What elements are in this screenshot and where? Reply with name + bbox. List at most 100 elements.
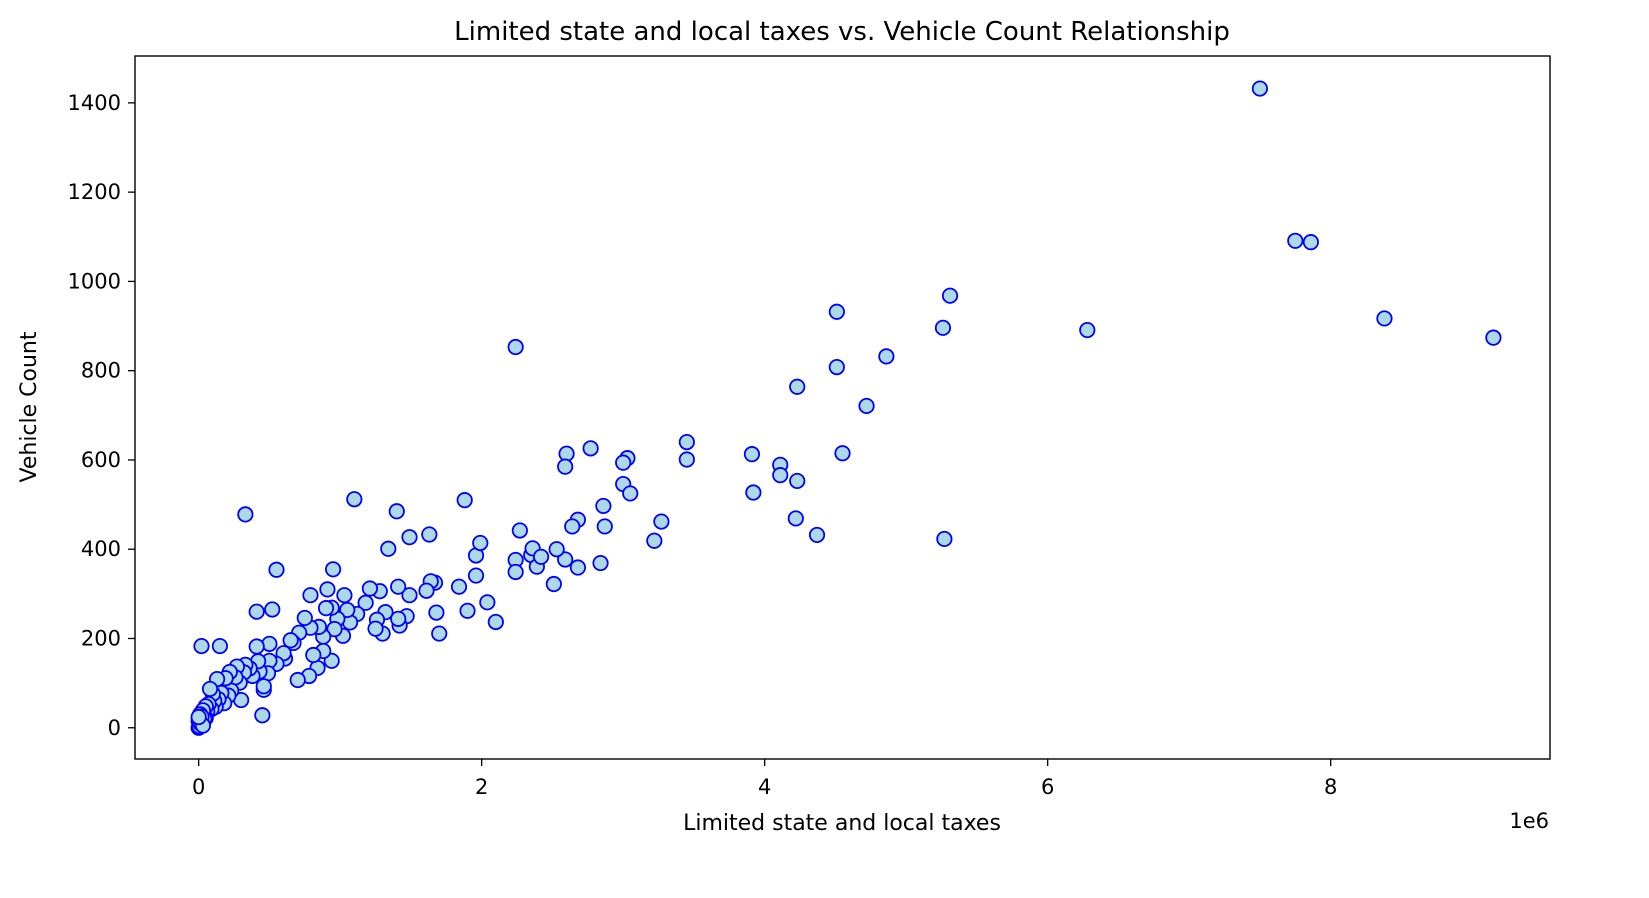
data-point [941,287,959,304]
data-point [282,632,299,649]
data-point [808,526,826,544]
y-tick-label: 800 [81,359,121,383]
data-point [934,319,952,336]
y-tick-label: 600 [81,448,121,472]
x-tick-label: 2 [475,775,488,799]
data-point [418,582,435,599]
y-tick-label: 1400 [68,91,121,115]
data-point [346,491,363,508]
data-point [834,445,851,462]
data-point [456,492,473,509]
data-point [336,587,353,604]
data-point [390,578,407,595]
data-point [317,600,335,617]
data-point [361,580,378,597]
data-point [319,581,336,598]
data-point [678,433,695,451]
data-point [248,638,265,655]
data-point [421,526,438,543]
data-point [548,541,565,558]
y-axis-label: Vehicle Count [17,331,42,482]
data-point [1251,80,1269,97]
data-point [1079,321,1096,339]
data-point [487,613,504,631]
data-point [582,440,599,457]
data-point [557,551,574,568]
data-point [615,454,632,471]
data-point [326,621,343,638]
data-point [268,561,285,578]
data-point [828,359,845,376]
x-tick-label: 4 [758,775,771,799]
data-point [511,522,528,539]
data-point [357,594,374,611]
data-point [388,503,405,520]
data-point [936,530,953,548]
data-point [289,671,306,689]
data-point [264,601,281,618]
data-point [428,604,445,621]
data-point [772,467,789,484]
data-point [401,587,418,604]
data-point [743,446,761,463]
data-point [380,540,397,557]
data-point [324,561,342,578]
data-point [858,397,875,415]
data-point [646,532,663,549]
data-point [459,602,476,619]
x-tick-label: 8 [1324,775,1337,799]
y-tick-label: 1200 [68,180,121,204]
data-point [564,518,581,535]
data-point [193,637,210,655]
data-point [507,338,524,356]
data-point [1485,329,1502,346]
data-point [1376,310,1393,327]
data-point [211,637,228,655]
x-tick-label: 6 [1041,775,1054,799]
x-offset-label: 1e6 [1509,809,1549,833]
plot-frame [134,55,1551,760]
data-point [789,378,806,395]
data-point [789,472,806,490]
data-point [248,603,265,620]
data-point [569,559,586,576]
points-layer [190,80,1502,736]
data-point [533,548,550,565]
data-point [828,303,845,320]
y-tick-label: 1000 [68,269,121,293]
x-axis: 0 2 4 6 8 [192,759,1337,799]
data-point [296,609,313,627]
data-point [595,497,612,515]
data-point [390,610,407,627]
chart-title: Limited state and local taxes vs. Vehicl… [454,17,1230,47]
data-point [190,708,207,726]
data-point [1302,234,1319,251]
data-point [592,554,609,572]
data-point [450,578,468,595]
y-tick-label: 400 [81,537,121,561]
data-point [507,563,524,581]
x-axis-label: Limited state and local taxes [683,811,1001,836]
data-point [745,484,762,501]
data-point [367,620,384,637]
data-point [479,594,496,611]
data-point [653,513,670,530]
data-point [557,458,574,475]
data-point [302,587,319,604]
data-point [201,680,219,698]
data-point [622,485,639,502]
x-tick-label: 0 [192,775,205,799]
data-point [254,707,271,724]
y-tick-label: 0 [108,716,121,740]
y-tick-label: 200 [81,626,121,650]
data-point [472,534,489,552]
data-point [431,625,448,642]
data-point [305,646,322,664]
data-point [237,506,254,523]
data-point [596,518,613,535]
data-point [545,575,562,593]
data-point [878,348,895,365]
data-point [401,529,418,546]
data-point [787,510,804,527]
